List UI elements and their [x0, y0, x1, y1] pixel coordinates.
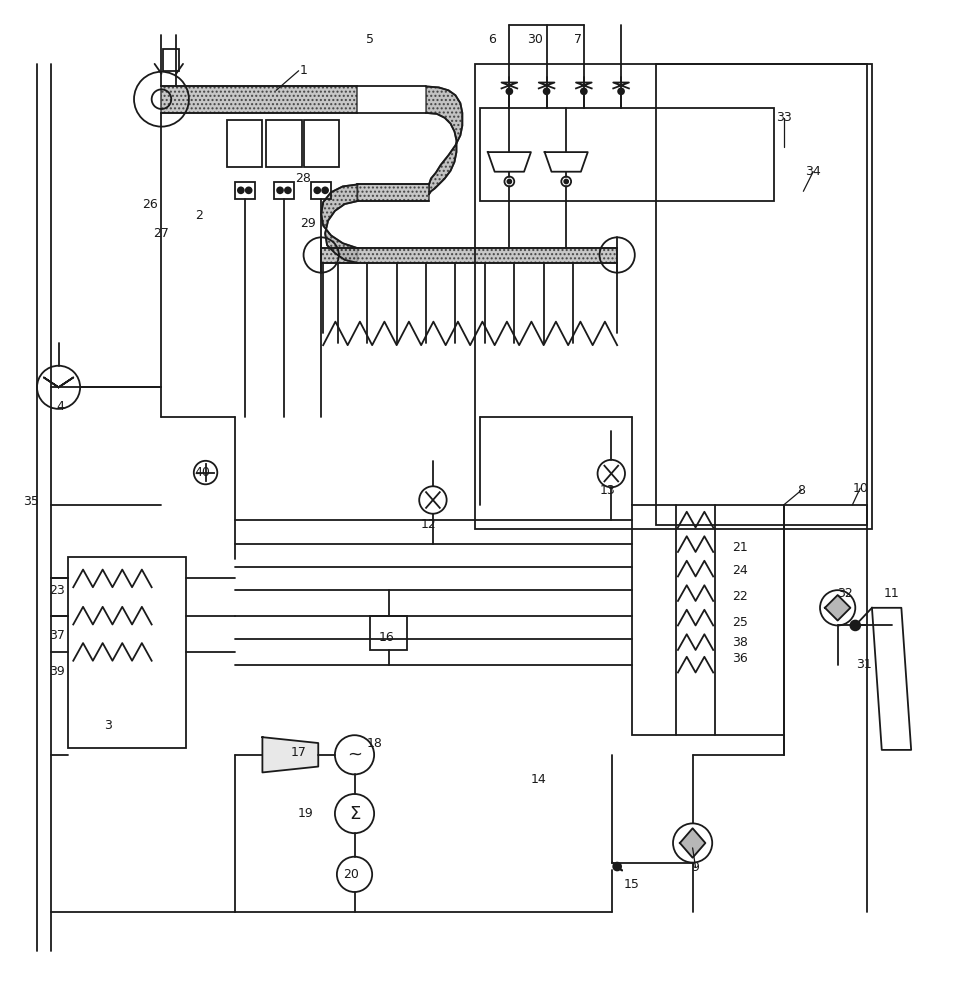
Text: 2: 2 [195, 209, 203, 222]
Circle shape [619, 88, 624, 94]
Text: 17: 17 [291, 746, 307, 759]
Bar [475, 64, 872, 529]
Text: 6: 6 [488, 33, 495, 46]
Circle shape [246, 187, 251, 193]
Circle shape [335, 735, 374, 774]
Text: 1: 1 [299, 64, 308, 77]
Circle shape [564, 180, 568, 183]
Polygon shape [680, 828, 706, 858]
Bar [274, 182, 293, 199]
Text: 35: 35 [23, 495, 39, 508]
Text: 34: 34 [805, 165, 821, 178]
Text: 7: 7 [574, 33, 582, 46]
Text: 4: 4 [56, 400, 64, 413]
Circle shape [507, 88, 512, 94]
Text: 32: 32 [836, 587, 853, 600]
Circle shape [337, 857, 372, 892]
Text: 23: 23 [49, 584, 64, 597]
Text: 21: 21 [731, 541, 748, 554]
Bar [235, 182, 254, 199]
Text: 36: 36 [731, 652, 748, 665]
Text: 10: 10 [852, 482, 868, 495]
Bar [69, 557, 186, 748]
Bar [267, 120, 301, 167]
Polygon shape [162, 86, 358, 113]
Bar [480, 108, 774, 201]
Text: 18: 18 [366, 737, 382, 750]
Polygon shape [825, 595, 851, 621]
Text: 11: 11 [883, 587, 900, 600]
Polygon shape [358, 184, 429, 201]
Circle shape [613, 863, 621, 870]
Bar [312, 182, 331, 199]
Text: 28: 28 [295, 172, 312, 185]
Text: 38: 38 [731, 636, 748, 649]
Text: 26: 26 [141, 198, 158, 211]
Circle shape [315, 187, 320, 193]
Circle shape [322, 187, 328, 193]
Text: 25: 25 [731, 616, 748, 629]
Text: 27: 27 [154, 227, 169, 240]
Bar [163, 49, 179, 71]
Text: 39: 39 [49, 665, 64, 678]
Circle shape [277, 187, 283, 193]
Text: 30: 30 [527, 33, 543, 46]
Bar [657, 64, 867, 524]
Text: 14: 14 [531, 773, 547, 786]
Text: 3: 3 [103, 719, 112, 732]
Circle shape [285, 187, 291, 193]
Text: 8: 8 [797, 484, 805, 497]
Text: 15: 15 [624, 878, 640, 891]
Circle shape [851, 621, 860, 630]
Bar [304, 120, 338, 167]
Polygon shape [321, 184, 358, 263]
Text: 33: 33 [776, 111, 792, 124]
Text: 19: 19 [297, 807, 314, 820]
Text: 20: 20 [342, 868, 358, 881]
Text: 5: 5 [366, 33, 374, 46]
Circle shape [238, 187, 244, 193]
Text: 12: 12 [422, 518, 437, 531]
Polygon shape [44, 377, 74, 387]
Text: 16: 16 [379, 631, 395, 644]
Circle shape [544, 88, 550, 94]
Bar [632, 505, 784, 735]
Polygon shape [426, 86, 463, 194]
Text: 31: 31 [857, 658, 872, 671]
Text: 13: 13 [599, 484, 616, 497]
Text: 40: 40 [195, 466, 210, 479]
Polygon shape [262, 737, 318, 772]
Text: 29: 29 [300, 217, 316, 230]
Polygon shape [321, 248, 618, 263]
Text: Σ: Σ [349, 805, 360, 823]
Text: 9: 9 [691, 861, 700, 874]
Bar [228, 120, 262, 167]
Text: 37: 37 [49, 629, 65, 642]
Text: 22: 22 [731, 590, 748, 603]
Text: ~: ~ [347, 746, 362, 764]
Circle shape [508, 180, 511, 183]
Text: 24: 24 [731, 564, 748, 577]
Circle shape [335, 794, 374, 833]
Bar [370, 616, 407, 650]
Circle shape [581, 88, 587, 94]
